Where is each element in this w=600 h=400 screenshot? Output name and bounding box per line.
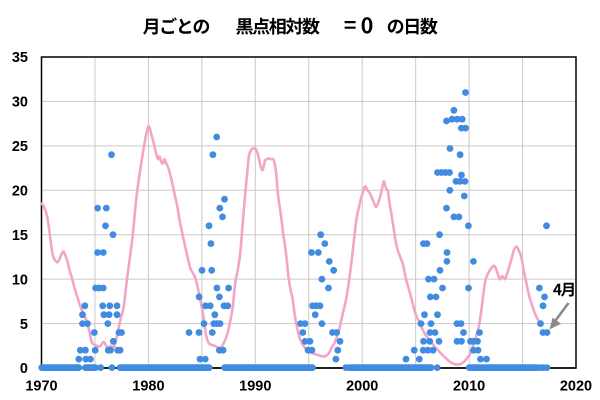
svg-text:15: 15: [12, 228, 28, 244]
svg-text:2010: 2010: [453, 379, 485, 395]
svg-text:1990: 1990: [239, 379, 271, 395]
svg-text:35: 35: [12, 50, 28, 66]
svg-text:0: 0: [20, 361, 28, 377]
svg-text:2000: 2000: [346, 379, 378, 395]
svg-text:20: 20: [12, 184, 28, 200]
svg-text:5: 5: [20, 317, 28, 333]
svg-text:10: 10: [12, 272, 28, 288]
svg-text:1980: 1980: [132, 379, 164, 395]
svg-text:30: 30: [12, 95, 28, 111]
svg-text:2020: 2020: [560, 379, 592, 395]
svg-text:25: 25: [12, 139, 28, 155]
svg-text:1970: 1970: [25, 379, 57, 395]
